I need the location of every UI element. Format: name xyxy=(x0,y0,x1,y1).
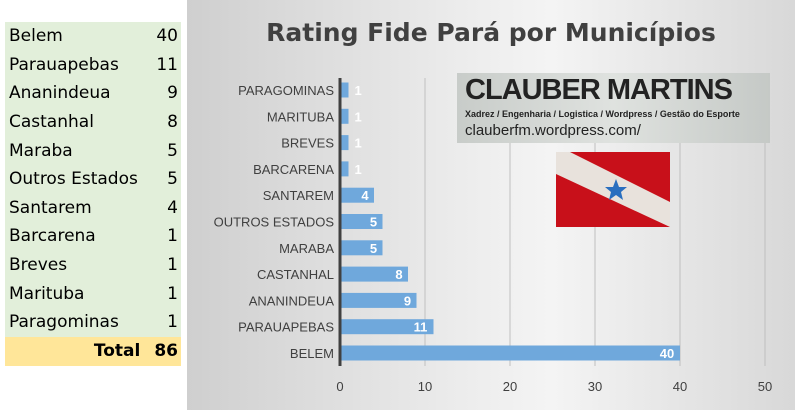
count-cell: 9 xyxy=(167,83,178,104)
count-cell: 8 xyxy=(167,112,178,133)
municipio-cell: Barcarena xyxy=(9,226,96,247)
count-cell: 1 xyxy=(167,312,178,333)
logo-name: CLAUBER MARTINS xyxy=(465,74,733,106)
data-label: 1 xyxy=(355,83,362,98)
bar xyxy=(340,266,408,282)
data-label: 8 xyxy=(395,267,402,282)
table-row: Outros Estados 5 xyxy=(5,164,181,194)
x-tick-label: 40 xyxy=(673,379,687,394)
logo-banner: CLAUBER MARTINS Xadrez / Engenharia / Lo… xyxy=(457,73,770,143)
municipio-cell: Santarem xyxy=(9,197,92,218)
count-cell: 4 xyxy=(167,197,178,218)
category-label: MARABA xyxy=(279,241,334,256)
municipio-cell: Outros Estados xyxy=(9,169,138,190)
table-row: Ananindeua 9 xyxy=(5,79,181,108)
category-label: BELEM xyxy=(290,346,334,361)
data-label: 40 xyxy=(660,346,674,361)
category-label: PARAGOMINAS xyxy=(238,83,334,98)
x-tick-label: 10 xyxy=(418,379,432,394)
municipio-cell: Parauapebas xyxy=(9,54,119,75)
x-tick-label: 30 xyxy=(588,379,602,394)
category-label: PARAUAPEBAS xyxy=(238,320,334,335)
bar xyxy=(340,214,383,229)
table-row: Barcarena 1 xyxy=(5,222,181,251)
table-row: Santarem 4 xyxy=(5,193,181,223)
x-tick-label: 0 xyxy=(336,379,343,394)
category-label: ANANINDEUA xyxy=(249,293,335,308)
category-label: MARITUBA xyxy=(267,109,335,124)
data-label: 1 xyxy=(355,162,362,177)
table-row: Maraba 5 xyxy=(5,136,181,165)
municipio-cell: Ananindeua xyxy=(9,83,111,104)
table-row: Marituba 1 xyxy=(5,279,181,308)
data-label: 4 xyxy=(361,188,369,203)
count-cell: 5 xyxy=(167,140,178,161)
table-row: Paragominas 1 xyxy=(5,307,181,337)
municipio-cell: Marituba xyxy=(9,283,85,304)
chart-title: Rating Fide Pará por Municípios xyxy=(266,18,716,47)
data-label: 5 xyxy=(370,241,377,256)
bar xyxy=(340,319,434,335)
data-table: Belem 40 Parauapebas 11 Ananindeua 9 Castanhal… xyxy=(5,22,181,366)
chart-area xyxy=(187,0,795,410)
data-label: 11 xyxy=(414,320,428,335)
table-row: Castanhal 8 xyxy=(5,107,181,137)
table-row: Breves 1 xyxy=(5,250,181,280)
total-value: 86 xyxy=(154,341,178,362)
data-label: 1 xyxy=(355,136,362,151)
logo-subtitle: Xadrez / Engenharia / Logistica / Wordpr… xyxy=(465,109,740,119)
para-flag-image xyxy=(556,152,670,227)
category-label: BREVES xyxy=(281,136,334,151)
category-label: CASTANHAL xyxy=(257,267,334,282)
municipio-cell: Paragominas xyxy=(9,312,119,333)
bar xyxy=(340,292,417,308)
data-label: 9 xyxy=(404,293,411,308)
category-label: OUTROS ESTADOS xyxy=(214,215,335,230)
count-cell: 1 xyxy=(167,255,178,276)
table-row: Belem 40 xyxy=(5,22,181,51)
category-label: BARCARENA xyxy=(253,162,334,177)
bar xyxy=(340,240,383,256)
municipio-cell: Castanhal xyxy=(9,112,94,133)
bar xyxy=(340,82,349,98)
count-cell: 11 xyxy=(156,54,178,75)
count-cell: 1 xyxy=(167,283,178,304)
bar xyxy=(340,108,349,124)
x-tick-label: 50 xyxy=(758,379,772,394)
category-label: SANTAREM xyxy=(263,188,334,203)
municipio-cell: Maraba xyxy=(9,140,73,161)
count-cell: 40 xyxy=(156,26,178,47)
count-cell: 5 xyxy=(167,169,178,190)
bar xyxy=(340,187,374,203)
data-label: 5 xyxy=(370,215,377,230)
municipio-cell: Breves xyxy=(9,255,68,276)
table-row: Parauapebas 11 xyxy=(5,50,181,80)
total-row: Total 86 xyxy=(5,336,181,366)
x-tick-label: 20 xyxy=(503,379,517,394)
bar xyxy=(340,161,349,177)
total-label: Total xyxy=(93,341,141,362)
data-label: 1 xyxy=(355,109,362,124)
bar xyxy=(340,135,349,151)
bar xyxy=(340,345,680,361)
municipio-cell: Belem xyxy=(9,26,63,47)
count-cell: 1 xyxy=(167,226,178,247)
logo-url: clauberfm.wordpress.com/ xyxy=(465,122,641,139)
